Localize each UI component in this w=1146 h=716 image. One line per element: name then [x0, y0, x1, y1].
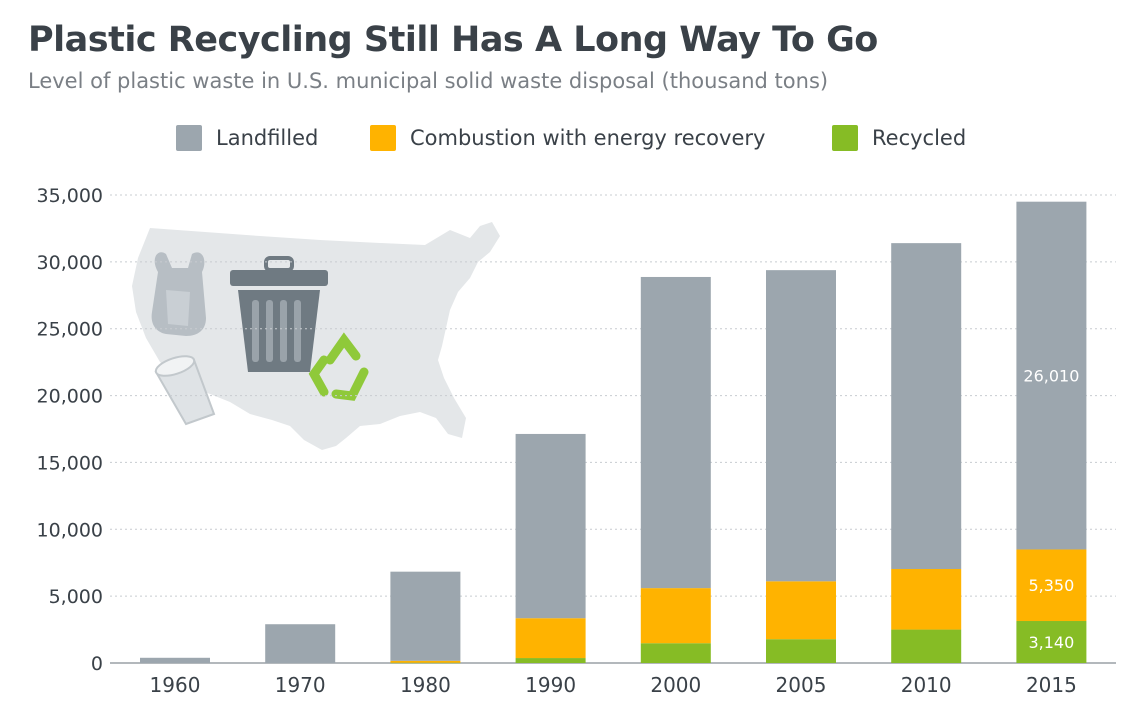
bar-landfilled-2000 — [640, 276, 711, 589]
chart-title: Plastic Recycling Still Has A Long Way T… — [28, 20, 878, 60]
y-tick-label: 15,000 — [37, 452, 103, 474]
trash-can-icon — [230, 256, 328, 372]
legend-item-landfilled: Landfilled — [176, 120, 318, 156]
y-tick-label: 0 — [91, 653, 103, 675]
y-tick-label: 10,000 — [37, 519, 103, 541]
legend-item-combustion: Combustion with energy recovery — [370, 120, 765, 156]
bar-recycled-2015 — [1016, 621, 1087, 663]
bar-landfilled-1960 — [140, 657, 210, 663]
x-tick-label-2005: 2005 — [776, 673, 827, 697]
x-tick-label-1970: 1970 — [275, 673, 326, 697]
bar-recycled-1980 — [390, 662, 461, 664]
y-tick-label: 5,000 — [49, 586, 103, 608]
cup-icon — [154, 355, 216, 426]
legend-item-recycled: Recycled — [832, 120, 966, 156]
x-tick-label-1990: 1990 — [525, 673, 576, 697]
bar-recycled-1990 — [515, 658, 586, 663]
x-tick-label-2000: 2000 — [650, 673, 701, 697]
bar-landfilled-1980 — [390, 571, 461, 661]
plastic-bag-icon — [151, 252, 206, 336]
data-label-combustion-with-energy-recovery-2015: 5,350 — [1028, 576, 1074, 595]
x-tick-label-1960: 1960 — [150, 673, 201, 697]
legend-swatch-recycled — [832, 125, 858, 151]
bar-recycled-2010 — [891, 629, 962, 663]
bar-landfilled-2005 — [766, 270, 836, 582]
y-tick-label: 35,000 — [37, 185, 103, 207]
bar-landfilled-1970 — [265, 624, 336, 663]
bar-landfilled-2015 — [1016, 201, 1087, 550]
legend-label-combustion: Combustion with energy recovery — [410, 126, 766, 150]
bar-combustion-with-energy-recovery-1990 — [515, 618, 586, 659]
x-axis: 1960 1970 1980 1990 2000 2005 2010 2015 — [150, 673, 1077, 697]
bar-landfilled-1990 — [515, 433, 586, 619]
y-tick-label: 25,000 — [37, 319, 103, 341]
bar-combustion-with-energy-recovery-1980 — [390, 660, 461, 663]
y-tick-label: 20,000 — [37, 386, 103, 408]
bar-recycled-2005 — [766, 639, 836, 663]
chart-subtitle: Level of plastic waste in U.S. municipal… — [28, 69, 829, 93]
y-tick-label: 30,000 — [37, 252, 103, 274]
y-axis: 0 5,000 10,000 15,000 20,000 25,000 30,000 35,0… — [37, 185, 103, 675]
x-tick-label-2015: 2015 — [1026, 673, 1077, 697]
x-tick-label-1980: 1980 — [400, 673, 451, 697]
x-tick-label-2010: 2010 — [901, 673, 952, 697]
data-label-landfilled-2015: 26,010 — [1023, 367, 1079, 386]
legend-swatch-combustion — [370, 125, 396, 151]
legend-label-recycled: Recycled — [872, 126, 967, 150]
usa-map-illustration — [132, 222, 500, 450]
bar-combustion-with-energy-recovery-2010 — [891, 568, 962, 630]
bars — [140, 201, 1087, 664]
bar-recycled-2000 — [640, 643, 711, 663]
data-label-recycled-2015: 3,140 — [1028, 633, 1074, 652]
data-labels: 3,140 5,350 26,010 — [1023, 367, 1079, 652]
legend: Landfilled Combustion with energy recove… — [0, 120, 1146, 156]
bar-combustion-with-energy-recovery-2015 — [1016, 549, 1087, 622]
illustration — [132, 222, 500, 450]
legend-label-landfilled: Landfilled — [216, 126, 319, 150]
bar-combustion-with-energy-recovery-2005 — [766, 581, 836, 640]
bar-landfilled-2010 — [891, 243, 962, 569]
bar-combustion-with-energy-recovery-2000 — [640, 588, 711, 644]
legend-swatch-landfilled — [176, 125, 202, 151]
